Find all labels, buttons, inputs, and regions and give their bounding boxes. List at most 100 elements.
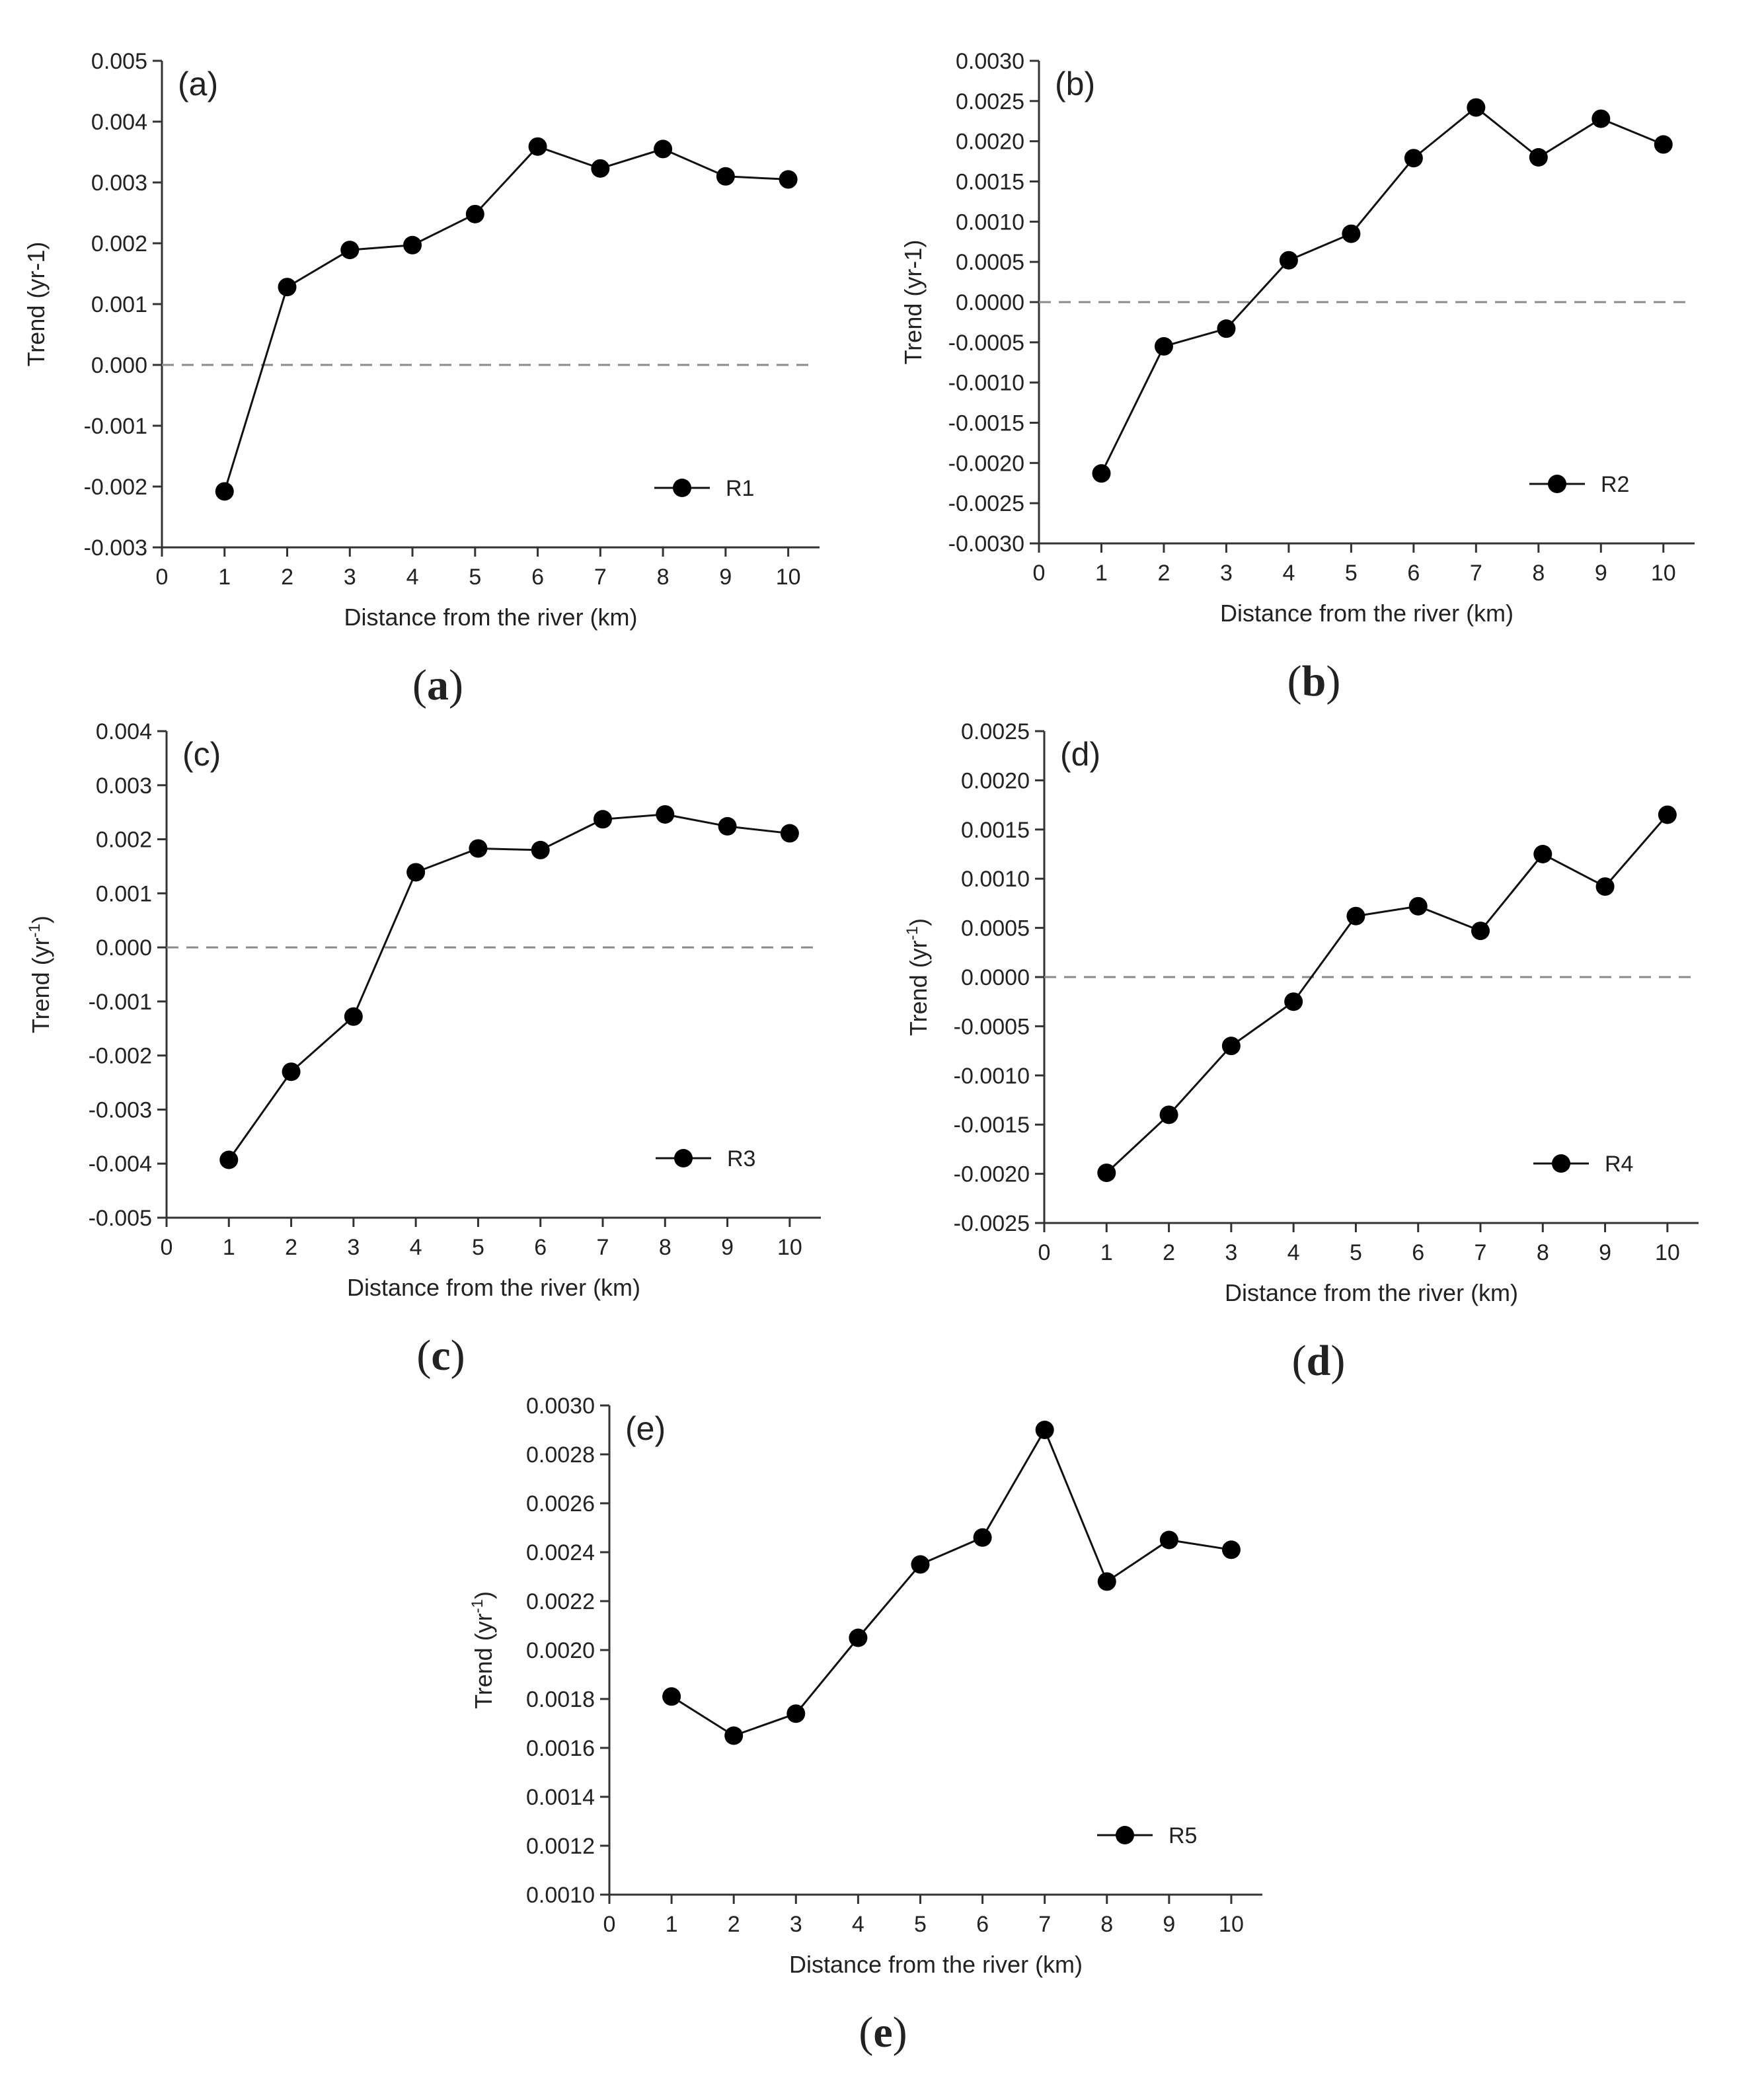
data-point: [662, 1687, 681, 1706]
y-tick-label: 0.0010: [961, 867, 1030, 892]
x-tick-label: 3: [347, 1235, 360, 1260]
y-tick-label: 0.0026: [526, 1491, 595, 1517]
y-tick-label: 0.004: [96, 719, 152, 744]
x-tick-label: 9: [719, 565, 732, 590]
y-axis-title: Trend (yr-1): [22, 242, 50, 367]
data-point: [528, 137, 547, 156]
series-line-R3: [228, 813, 790, 1161]
y-tick-label: -0.001: [84, 414, 147, 439]
caption-open-paren: (: [416, 1331, 431, 1380]
data-point: [656, 805, 675, 824]
y-axis-title-text: Trend (yr-1): [900, 240, 927, 365]
x-tick-label: 4: [1282, 561, 1295, 586]
x-axis-title: Distance from the river (km): [1220, 600, 1514, 627]
data-point: [594, 810, 612, 829]
chart-panel-d: 0.0025 0.0020 0.0015 0.0010 0.0005 0.0000 -0.0…: [903, 719, 1699, 1385]
x-tick-label: 8: [1537, 1240, 1549, 1265]
x-tick-label: 5: [472, 1235, 484, 1260]
data-point: [340, 241, 360, 260]
x-tick-label: 0: [603, 1912, 616, 1937]
caption-letter: b: [1302, 657, 1326, 705]
data-point: [278, 278, 297, 297]
data-point: [1159, 1105, 1178, 1124]
x-tick-label: 8: [1532, 561, 1545, 586]
y-tick-label: 0.0030: [956, 49, 1024, 74]
y-tick-label: 0.0015: [956, 170, 1024, 195]
panel-tag: (d): [1060, 736, 1100, 773]
y-tick-label: -0.0020: [954, 1162, 1030, 1187]
y-tick-label: -0.0005: [948, 331, 1024, 356]
y-tick-label: 0.0020: [526, 1638, 595, 1663]
caption-letter: d: [1307, 1337, 1331, 1385]
data-point: [1595, 877, 1615, 896]
x-tick-label: 7: [594, 565, 607, 590]
x-tick-label: 9: [1163, 1912, 1175, 1937]
y-tick-label: 0.0005: [961, 916, 1030, 941]
y-tick-label: -0.0030: [948, 532, 1024, 557]
y-tick-label: 0.004: [91, 110, 147, 135]
legend-label: R5: [1169, 1823, 1197, 1848]
series-line-R2: [1100, 106, 1664, 474]
y-tick-label: 0.0010: [526, 1883, 595, 1908]
chart-panel-b: 0.0030 0.0025 0.0020 0.0015 0.0010 0.0005 0.00…: [900, 49, 1695, 705]
panel-tag: (b): [1055, 65, 1095, 102]
data-point: [1221, 1540, 1241, 1559]
y-tick-label: -0.003: [89, 1097, 152, 1123]
x-tick-label: 0: [1038, 1240, 1051, 1265]
y-axis-title-close: ): [470, 1591, 497, 1599]
y-tick-label: 0.0025: [961, 719, 1030, 744]
x-tick-label: 0: [1033, 561, 1046, 586]
data-point: [215, 482, 234, 501]
x-tick-label: 6: [534, 1235, 547, 1260]
y-axis-title: Trend (yr-1): [903, 918, 932, 1036]
x-axis-title: Distance from the river (km): [789, 1951, 1083, 1978]
y-tick-label: -0.0020: [948, 451, 1024, 476]
y-tick-label: -0.002: [89, 1044, 152, 1069]
x-tick-label: 10: [1219, 1912, 1244, 1937]
y-tick-label: 0.0016: [526, 1736, 595, 1761]
caption-close-paren: ): [449, 661, 463, 709]
y-tick-label: 0.003: [91, 171, 147, 196]
data-point: [1279, 251, 1298, 270]
y-tick-label: 0.0020: [961, 768, 1030, 793]
y-axis-title-close: ): [27, 916, 54, 924]
x-tick-label: 9: [721, 1235, 734, 1260]
data-point: [1471, 922, 1490, 941]
x-tick-label: 3: [1225, 1240, 1237, 1265]
panel-caption: (a): [412, 661, 463, 709]
y-tick-label: 0.0018: [526, 1687, 595, 1712]
y-tick-label: 0.0000: [961, 965, 1030, 990]
x-tick-label: 8: [657, 565, 670, 590]
data-point: [1284, 992, 1303, 1011]
x-tick-label: 8: [1100, 1912, 1113, 1937]
y-tick-label: 0.000: [91, 353, 147, 378]
data-point: [973, 1528, 992, 1547]
x-tick-label: 10: [777, 1235, 802, 1260]
y-tick-label: 0.002: [96, 828, 152, 853]
data-point: [1217, 319, 1236, 338]
data-point: [1097, 1572, 1116, 1591]
y-tick-label: 0.001: [91, 292, 147, 317]
data-point: [531, 840, 550, 859]
caption-letter: a: [427, 661, 449, 709]
legend-marker: [1552, 1154, 1570, 1173]
x-tick-label: 4: [410, 1235, 422, 1260]
data-point: [1342, 224, 1361, 243]
x-tick-label: 6: [976, 1912, 989, 1937]
series-line-R5: [671, 1427, 1232, 1737]
y-axis-title-superscript: -1: [469, 1599, 486, 1613]
data-point: [1533, 845, 1553, 863]
y-tick-label: 0.0000: [956, 290, 1024, 315]
x-tick-label: 7: [597, 1235, 609, 1260]
legend-label: R2: [1601, 472, 1629, 497]
y-axis-title-text: Trend (yr: [470, 1613, 497, 1709]
y-axis-title-text: Trend (yr: [905, 940, 932, 1036]
caption-close-paren: ): [1326, 657, 1340, 705]
x-tick-label: 9: [1599, 1240, 1611, 1265]
x-tick-label: 0: [161, 1235, 173, 1260]
y-tick-label: -0.001: [89, 990, 152, 1015]
caption-close-paren: ): [1330, 1337, 1345, 1385]
y-tick-label: 0.0024: [526, 1540, 595, 1565]
x-tick-label: 6: [1412, 1240, 1424, 1265]
y-tick-label: 0.0025: [956, 89, 1024, 114]
